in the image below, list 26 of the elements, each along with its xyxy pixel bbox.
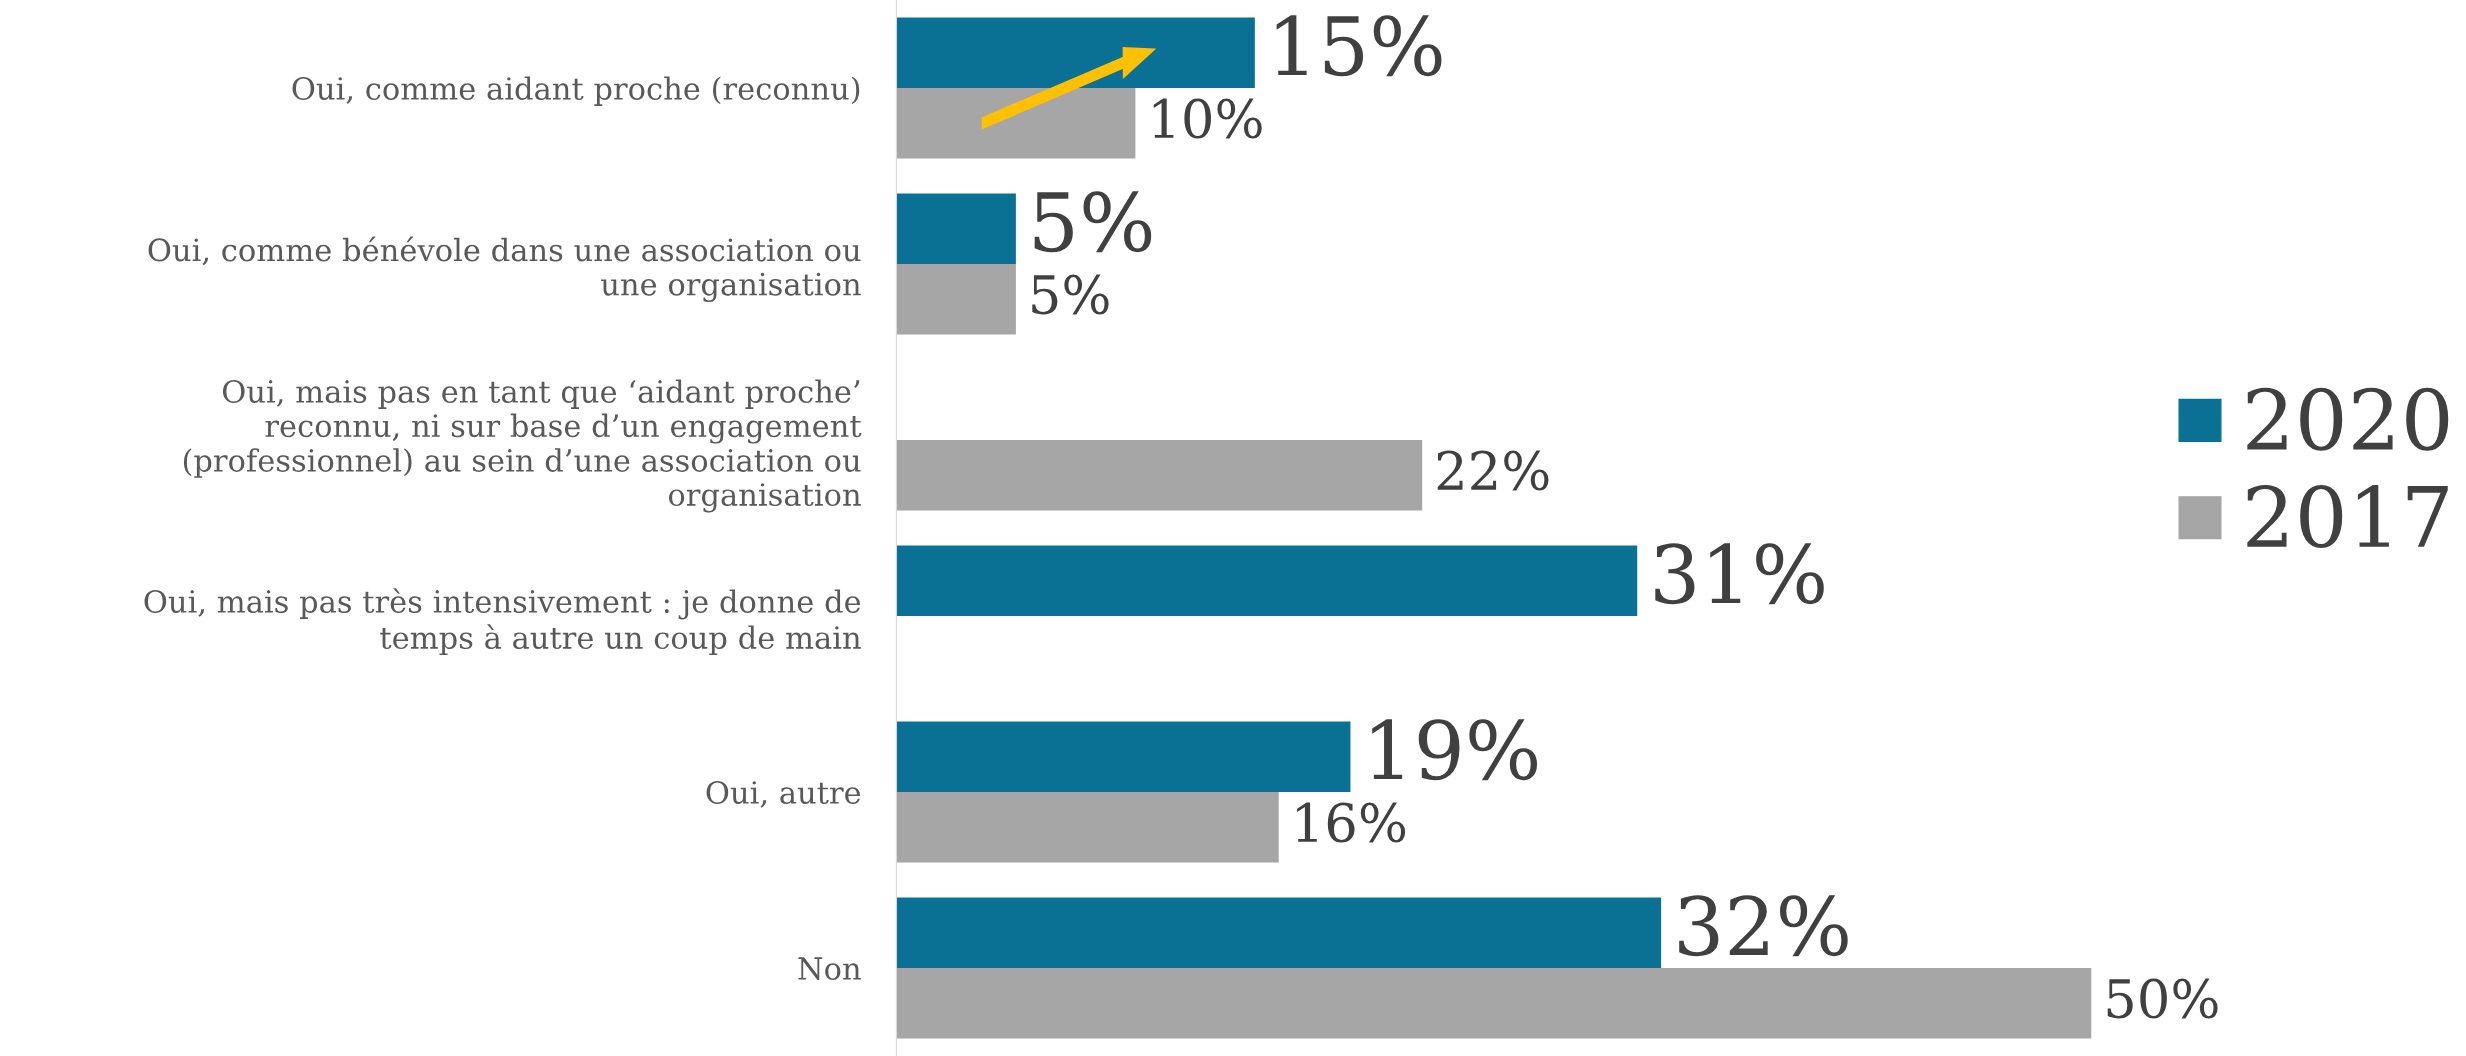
data-label: 5% [1032, 274, 1109, 315]
y-tick-label: Oui, comme bénévole dans une association ou une organisation [148, 236, 861, 303]
bar [896, 193, 1016, 264]
y-tick-label: Oui, mais pas en tant que ‘aidant proche’ reconnu, ni sur base d’un engagement (professionnel) au sein d’une association ou organisation [183, 379, 862, 513]
bar [896, 968, 2092, 1039]
data-label: 5% [1034, 191, 1152, 253]
bar [896, 721, 1351, 792]
data-label: 22% [1437, 450, 1549, 491]
y-tick-label: Oui, mais pas très intensivement : je donne de temps à autre un coup de main [144, 588, 861, 656]
bar [896, 792, 1279, 863]
data-label: 50% [2107, 978, 2218, 1019]
y-tick-label: Oui, comme aidant proche (reconnu) [292, 76, 860, 106]
data-label: 10% [1153, 98, 1262, 139]
data-label: 31% [1655, 543, 1824, 605]
data-label: 16% [1297, 802, 1406, 843]
bar [896, 545, 1638, 616]
y-tick-label: Non [798, 957, 861, 981]
bar [896, 264, 1016, 335]
data-label: 15% [1276, 15, 1442, 77]
legend-label: 2017 [2247, 485, 2448, 549]
bar [896, 897, 1662, 968]
legend-label: 2020 [2247, 387, 2449, 451]
data-label: 19% [1372, 719, 1537, 781]
data-label: 32% [1679, 895, 1848, 957]
y-tick-label: Oui, autre [706, 780, 861, 808]
bar [896, 440, 1423, 511]
